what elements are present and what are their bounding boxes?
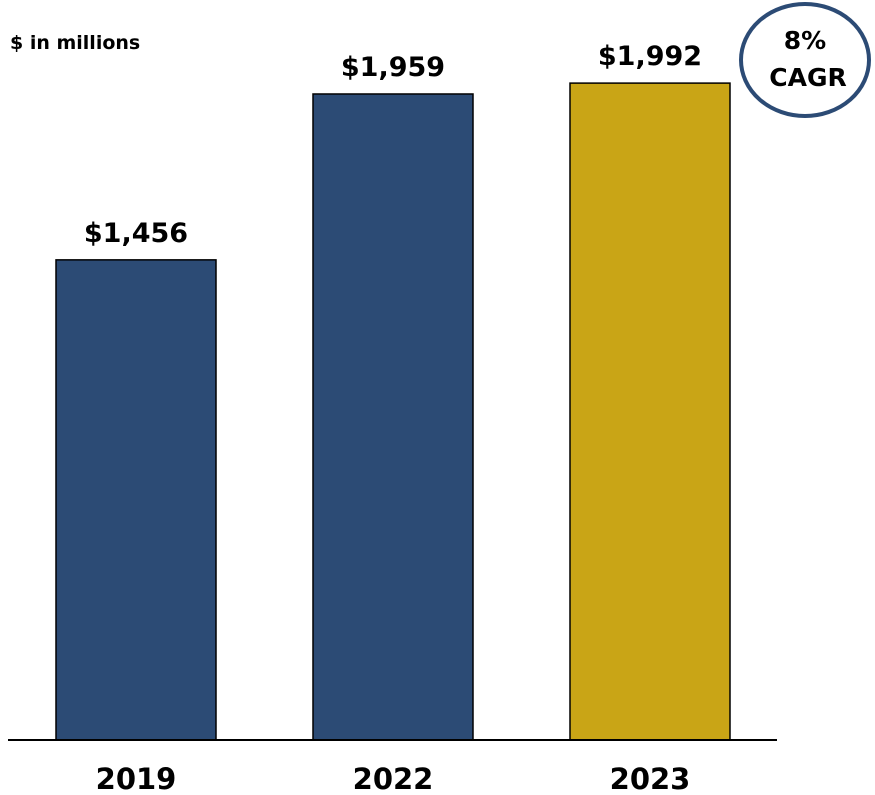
bar-2019 — [55, 259, 217, 741]
unit-label: $ in millions — [10, 32, 140, 54]
category-tick-2022: 2022 — [353, 762, 434, 795]
category-tick-labels-group: 2019 2022 2023 — [96, 762, 691, 795]
bars-group — [55, 82, 731, 741]
value-label-2019: $1,456 — [84, 218, 188, 249]
value-label-2022: $1,959 — [341, 52, 445, 83]
cagr-badge: 8% CAGR — [739, 2, 871, 118]
value-labels-group: $1,456 $1,959 $1,992 — [84, 41, 702, 249]
bar-2022 — [312, 93, 474, 741]
category-tick-2023: 2023 — [610, 762, 691, 795]
bar-2023 — [569, 82, 731, 741]
value-label-2023: $1,992 — [598, 41, 702, 72]
cagr-badge-line2: CAGR — [769, 63, 846, 92]
cagr-badge-ellipse — [739, 2, 871, 118]
cagr-badge-line1: 8% — [784, 26, 826, 55]
category-tick-2019: 2019 — [96, 762, 177, 795]
